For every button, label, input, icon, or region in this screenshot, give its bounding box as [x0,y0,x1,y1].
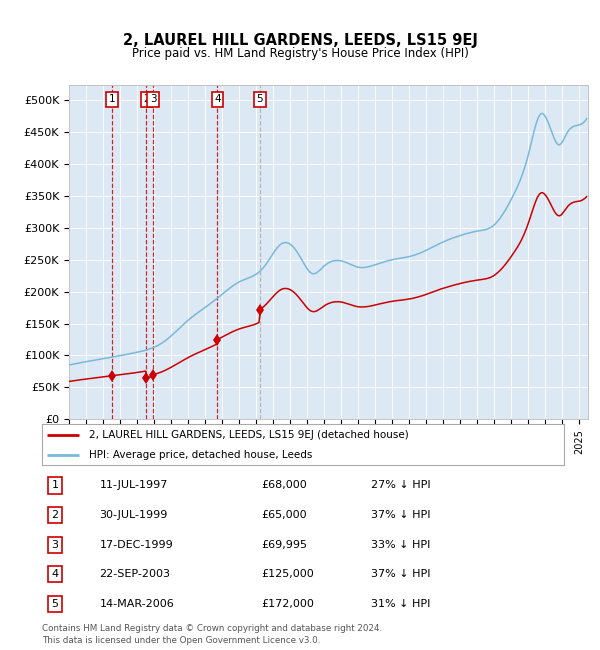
Text: 11-JUL-1997: 11-JUL-1997 [100,480,168,490]
Text: 2, LAUREL HILL GARDENS, LEEDS, LS15 9EJ (detached house): 2, LAUREL HILL GARDENS, LEEDS, LS15 9EJ … [89,430,409,440]
Text: Price paid vs. HM Land Registry's House Price Index (HPI): Price paid vs. HM Land Registry's House … [131,47,469,60]
Text: 37% ↓ HPI: 37% ↓ HPI [371,510,430,520]
Text: 30-JUL-1999: 30-JUL-1999 [100,510,168,520]
Text: 4: 4 [52,569,59,579]
Text: 3: 3 [52,540,59,550]
Text: £69,995: £69,995 [261,540,307,550]
Text: 5: 5 [256,94,263,104]
Text: HPI: Average price, detached house, Leeds: HPI: Average price, detached house, Leed… [89,450,313,460]
Text: £172,000: £172,000 [261,599,314,609]
Text: 27% ↓ HPI: 27% ↓ HPI [371,480,430,490]
Text: £68,000: £68,000 [261,480,307,490]
Text: 17-DEC-1999: 17-DEC-1999 [100,540,173,550]
Text: £125,000: £125,000 [261,569,314,579]
Text: 33% ↓ HPI: 33% ↓ HPI [371,540,430,550]
Text: 3: 3 [150,94,157,104]
Text: 37% ↓ HPI: 37% ↓ HPI [371,569,430,579]
Text: 2: 2 [52,510,59,520]
Text: £65,000: £65,000 [261,510,307,520]
Text: 5: 5 [52,599,59,609]
Text: 2, LAUREL HILL GARDENS, LEEDS, LS15 9EJ: 2, LAUREL HILL GARDENS, LEEDS, LS15 9EJ [122,32,478,48]
Text: 2: 2 [143,94,150,104]
Text: 14-MAR-2006: 14-MAR-2006 [100,599,174,609]
Text: 31% ↓ HPI: 31% ↓ HPI [371,599,430,609]
Text: Contains HM Land Registry data © Crown copyright and database right 2024.
This d: Contains HM Land Registry data © Crown c… [42,624,382,645]
Text: 1: 1 [52,480,59,490]
Text: 1: 1 [109,94,115,104]
Text: 22-SEP-2003: 22-SEP-2003 [100,569,170,579]
Text: 4: 4 [214,94,221,104]
